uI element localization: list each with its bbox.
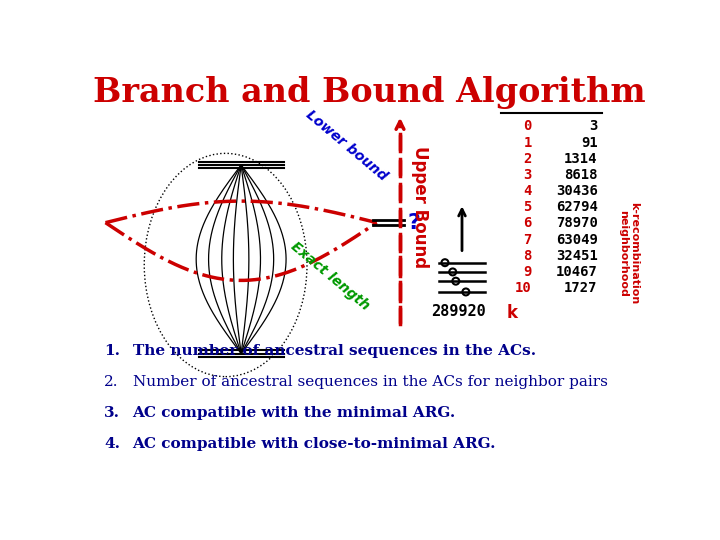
Text: 4: 4 [523,184,532,198]
Text: 4.: 4. [104,437,120,451]
Text: 8618: 8618 [564,168,598,182]
Text: 1727: 1727 [564,281,598,295]
Text: 63049: 63049 [556,233,598,247]
Text: 2.: 2. [104,375,119,389]
Text: 78970: 78970 [556,217,598,231]
Text: k-recombination
neighborhood: k-recombination neighborhood [618,202,639,305]
Text: 1314: 1314 [564,152,598,166]
Text: 0: 0 [523,119,532,133]
Text: 10467: 10467 [556,265,598,279]
Text: Exact length: Exact length [287,240,372,313]
Text: k: k [507,303,518,321]
Text: AC compatible with the minimal ARG.: AC compatible with the minimal ARG. [132,406,456,420]
Text: 1.: 1. [104,344,120,358]
Text: 3: 3 [523,168,532,182]
Text: Upper Bound: Upper Bound [411,146,429,268]
Text: 62794: 62794 [556,200,598,214]
Text: Branch and Bound Algorithm: Branch and Bound Algorithm [93,76,645,109]
Text: 7: 7 [523,233,532,247]
Text: 1: 1 [523,136,532,150]
Text: 6: 6 [523,217,532,231]
Text: The number of ancestral sequences in the ACs.: The number of ancestral sequences in the… [132,344,536,358]
Text: ?: ? [408,213,420,233]
Text: AC compatible with close-to-minimal ARG.: AC compatible with close-to-minimal ARG. [132,437,496,451]
Text: 5: 5 [523,200,532,214]
Text: 30436: 30436 [556,184,598,198]
Text: 3.: 3. [104,406,120,420]
Text: 32451: 32451 [556,249,598,263]
Text: 10: 10 [515,281,532,295]
Text: 2: 2 [523,152,532,166]
Text: Number of ancestral sequences in the ACs for neighbor pairs: Number of ancestral sequences in the ACs… [132,375,608,389]
Text: 91: 91 [581,136,598,150]
Text: 9: 9 [523,265,532,279]
Text: 8: 8 [523,249,532,263]
Text: 289920: 289920 [431,303,485,319]
Text: 3: 3 [589,119,598,133]
Text: Lower bound: Lower bound [303,107,390,184]
